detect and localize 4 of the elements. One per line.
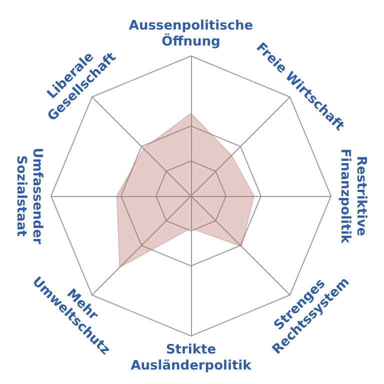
spoke-label: Strikte Ausländerpolitik bbox=[130, 342, 252, 374]
spoke-label: Restriktive Finanzpolitik bbox=[338, 148, 368, 244]
spoke-label: Aussenpolitische Öffnung bbox=[128, 18, 254, 50]
spoke-label: Umfassender Sozialstaat bbox=[14, 148, 44, 245]
